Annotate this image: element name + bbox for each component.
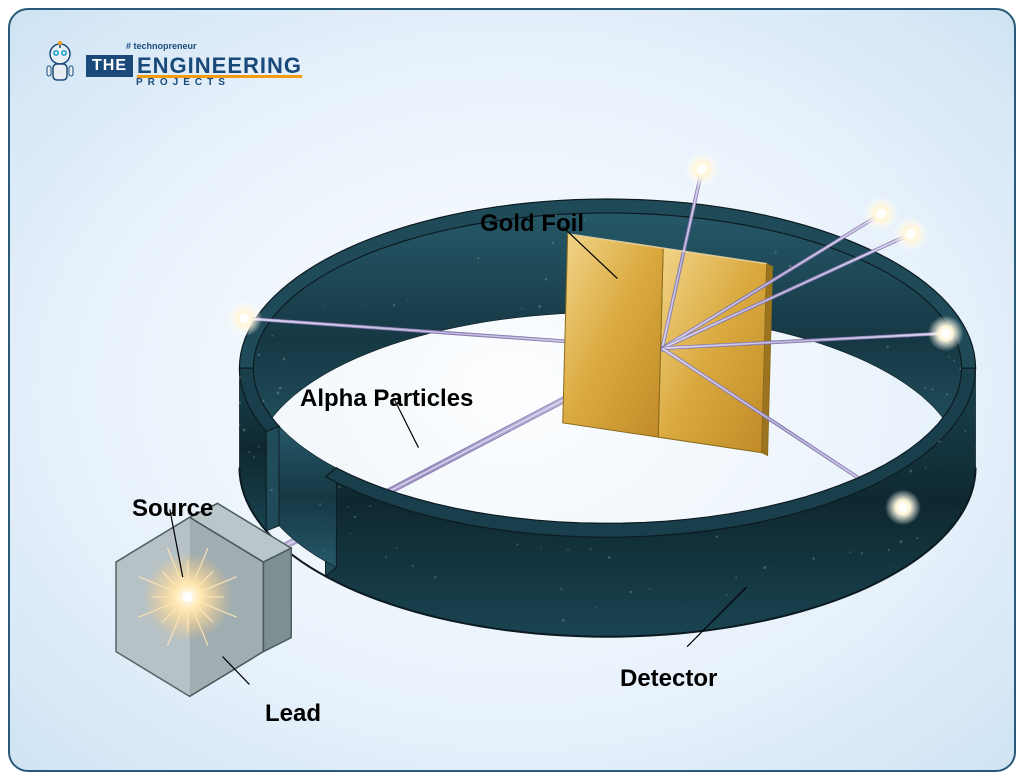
label-alpha-particles: Alpha Particles bbox=[300, 385, 473, 413]
gold-foil-back bbox=[658, 248, 772, 456]
label-source: Source bbox=[132, 495, 213, 523]
label-lead: Lead bbox=[265, 700, 321, 728]
experiment-diagram bbox=[10, 10, 1014, 770]
diagram-frame: # technopreneur THE ENGINEERING PROJECTS bbox=[8, 8, 1016, 772]
label-detector: Detector bbox=[620, 665, 717, 693]
lead-block bbox=[116, 503, 291, 696]
label-gold-foil: Gold Foil bbox=[480, 210, 584, 238]
